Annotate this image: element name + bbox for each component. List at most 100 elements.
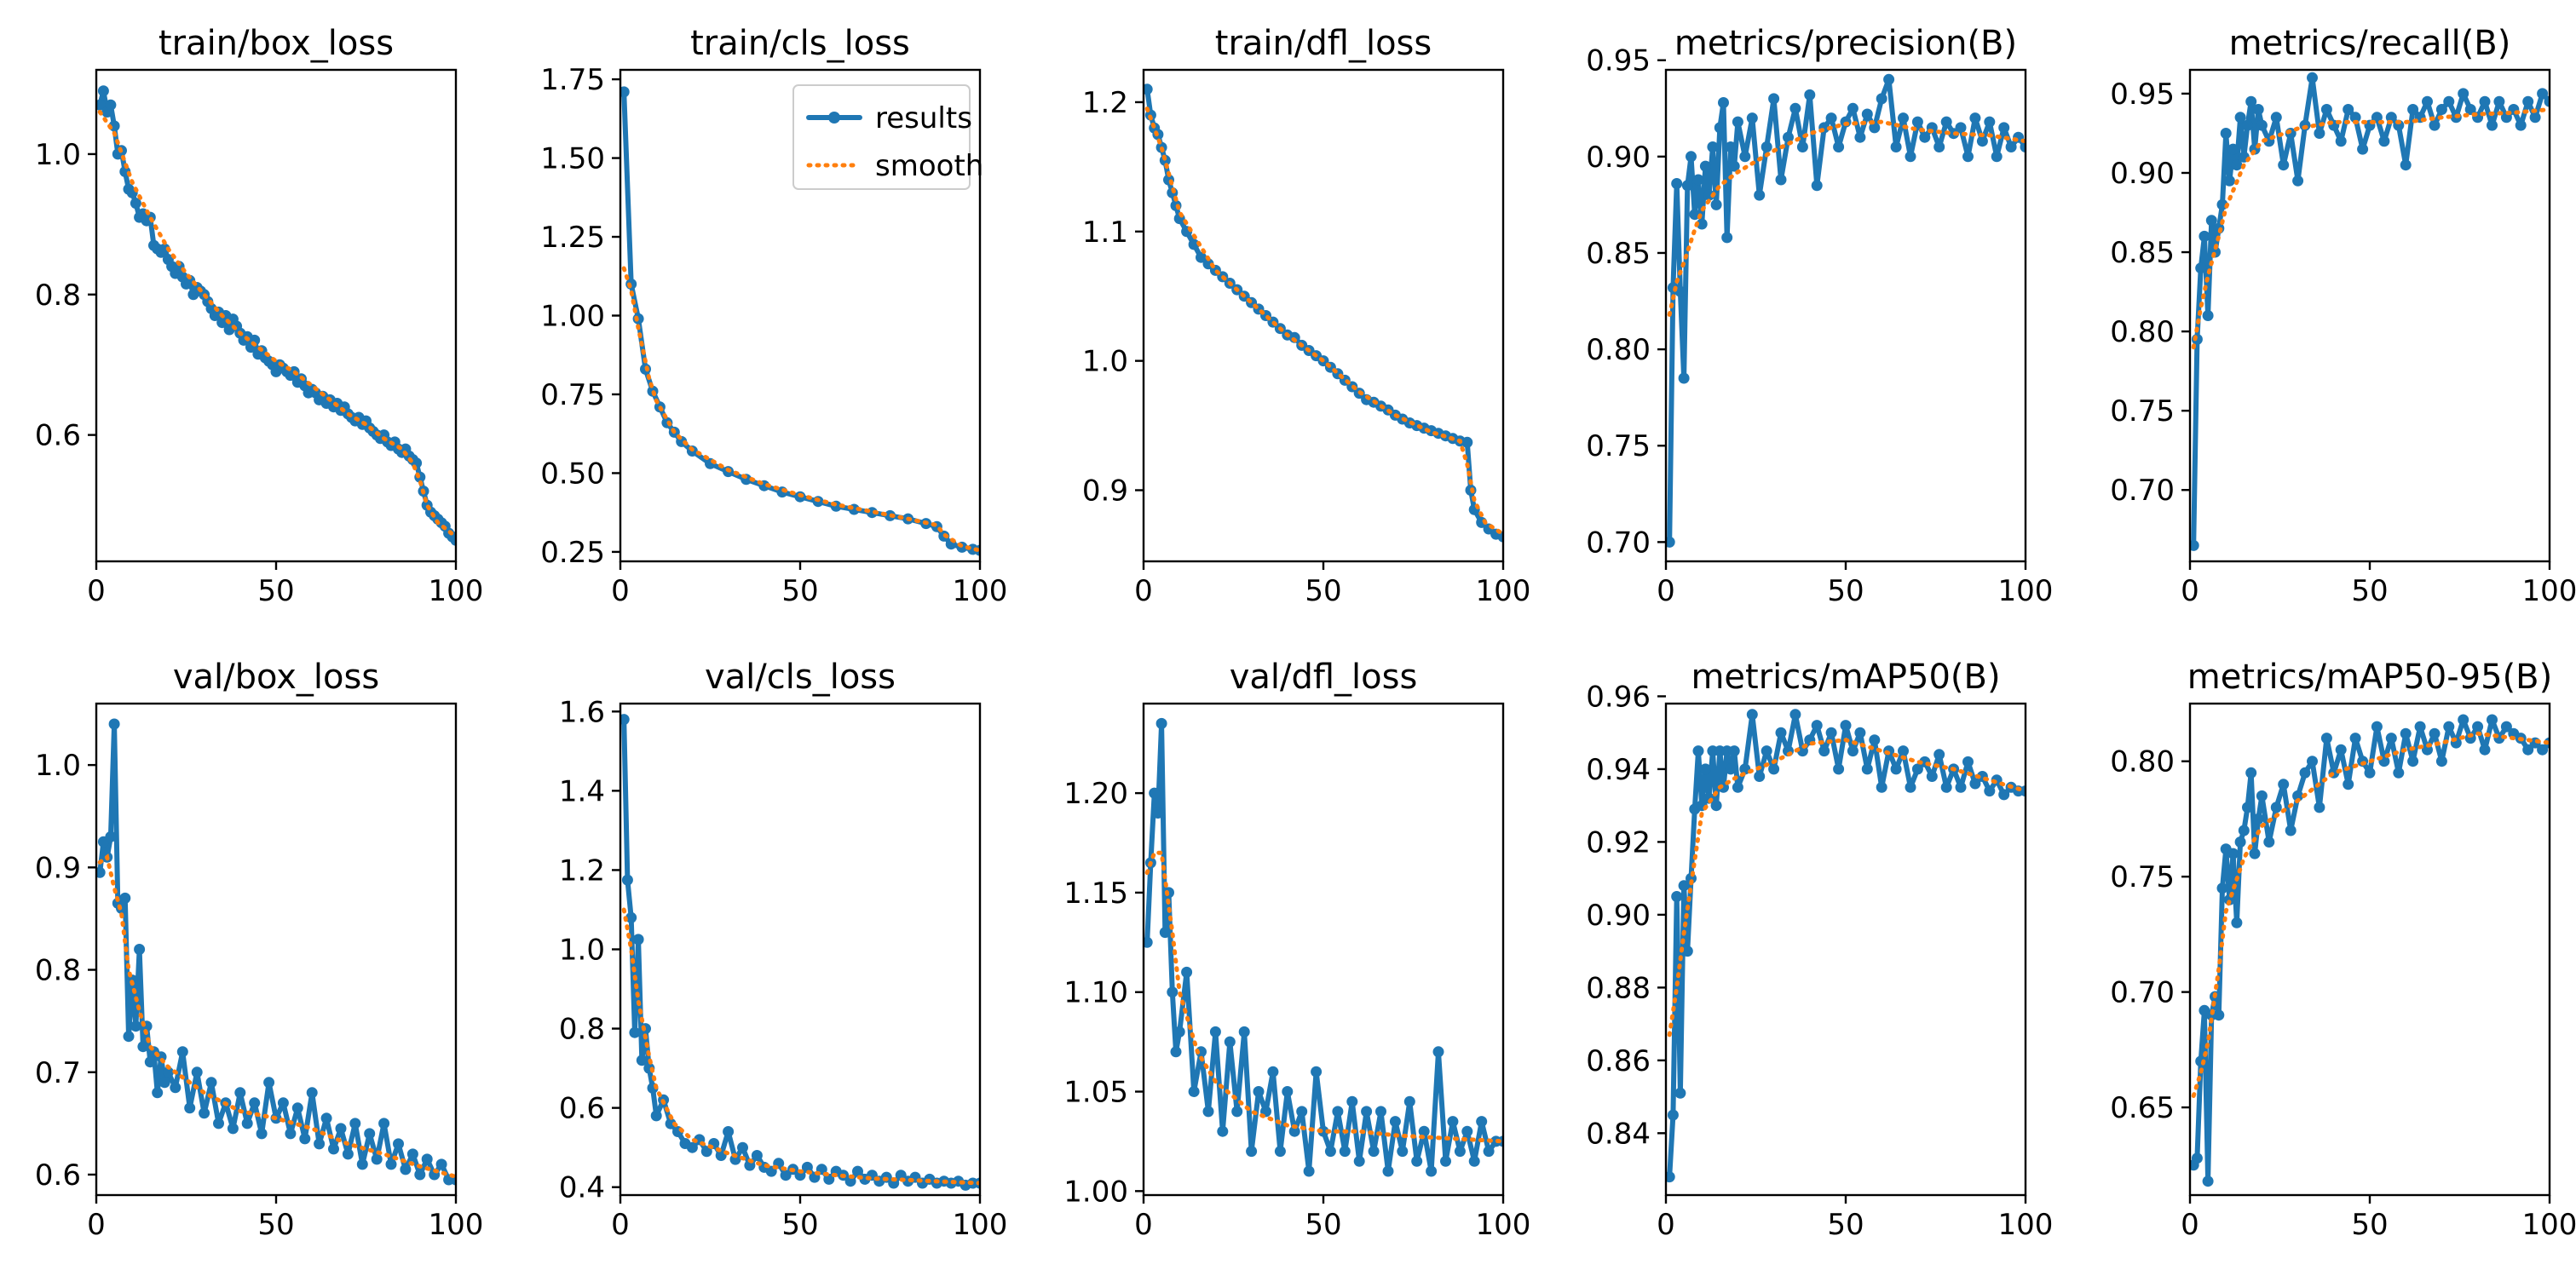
results-point <box>249 1097 261 1109</box>
results-point <box>1775 727 1787 739</box>
x-tick-label: 100 <box>2522 1208 2576 1242</box>
results-point <box>1246 1146 1258 1158</box>
results-point <box>320 1112 332 1124</box>
results-point <box>1209 1026 1221 1037</box>
results-point <box>2357 143 2369 155</box>
results-point <box>1468 1155 1480 1167</box>
results-point <box>1811 180 1823 192</box>
results-point <box>2487 119 2498 131</box>
results-point <box>378 1118 390 1129</box>
results-point <box>2522 95 2534 107</box>
plot-area <box>620 86 980 556</box>
subplot-metrics-map50-95-b: metrics/mAP50-95(B) 0 50 100 0.65 0.70 0.75 0.8… <box>2110 658 2576 1242</box>
results-point <box>371 1153 383 1165</box>
results-point <box>1911 116 1923 128</box>
x-tick-label: 0 <box>2181 574 2199 608</box>
results-point <box>1426 1165 1438 1177</box>
results-point <box>1170 1046 1182 1058</box>
results-point <box>2292 790 2304 802</box>
subplot-title: train/cls_loss <box>690 24 910 63</box>
axes-frame <box>1142 68 1505 563</box>
y-tick-label: 1.2 <box>1082 86 1128 120</box>
results-point <box>364 1128 376 1140</box>
results-point <box>1368 1146 1380 1158</box>
x-tick-label: 0 <box>611 574 630 608</box>
y-tick-label: 0.50 <box>540 457 605 491</box>
results-point <box>2005 141 2017 152</box>
results-point <box>2216 882 2228 894</box>
results-point <box>170 1082 182 1094</box>
results-point <box>2242 119 2253 131</box>
results-point <box>1861 108 1873 120</box>
y-tick-label: 0.70 <box>2110 474 2175 508</box>
results-point <box>2202 1175 2214 1187</box>
results-point <box>1818 745 1830 757</box>
results-point <box>1854 727 1866 739</box>
results-point <box>256 1128 268 1140</box>
results-point <box>213 1118 224 1129</box>
results-point <box>2270 112 2282 124</box>
results-point <box>1919 131 1931 143</box>
results-point <box>1962 151 1974 163</box>
plot-area <box>1144 83 1503 543</box>
results-point <box>158 1077 170 1089</box>
results-point <box>1721 232 1733 244</box>
results-point <box>751 1150 763 1161</box>
results-point <box>1447 1116 1459 1128</box>
results-point <box>314 1138 326 1150</box>
results-point <box>1678 372 1690 384</box>
results-point <box>96 99 106 111</box>
results-point <box>2429 119 2441 131</box>
results-point <box>176 1046 188 1058</box>
y-tick-label: 1.0 <box>559 934 605 968</box>
results-point <box>2500 721 2512 733</box>
results-point <box>1969 112 1981 124</box>
subplot-title: val/dfl_loss <box>1230 658 1418 697</box>
results-point <box>1847 102 1859 114</box>
y-tick-label: 0.7 <box>35 1056 81 1090</box>
results-point <box>1811 720 1823 732</box>
results-point <box>2307 756 2318 767</box>
smooth-series-line <box>2191 731 2550 1098</box>
y-tick-label: 0.90 <box>1586 899 1651 933</box>
results-point <box>97 85 109 97</box>
x-tick-label: 50 <box>257 1208 294 1242</box>
results-point <box>184 1102 196 1114</box>
subplot-title: train/box_loss <box>158 24 394 63</box>
results-point <box>1962 756 1974 767</box>
x-tick-label: 100 <box>953 1208 1008 1242</box>
results-point <box>2493 95 2505 107</box>
results-point <box>700 1146 712 1158</box>
y-tick-label: 0.6 <box>35 1158 81 1193</box>
results-point <box>335 1123 347 1135</box>
results-point <box>1761 141 1772 152</box>
y-tick-label: 1.00 <box>540 300 605 334</box>
results-point <box>1188 239 1200 250</box>
results-point <box>1869 734 1881 746</box>
results-point <box>1898 745 1909 757</box>
results-point <box>1681 946 1693 957</box>
smooth-series-line <box>621 266 980 553</box>
results-point <box>1940 116 1952 128</box>
results-series-line <box>2191 75 2550 549</box>
results-point <box>450 534 456 546</box>
results-point <box>1454 1146 1466 1158</box>
subplot-train-box-loss: train/box_loss 0 50 100 0.6 0.8 1.0 <box>35 24 484 608</box>
y-tick-label: 1.05 <box>1063 1076 1128 1110</box>
y-tick-label: 0.96 <box>1586 680 1651 714</box>
x-tick-label: 100 <box>1476 574 1531 608</box>
results-point <box>1224 1036 1236 1048</box>
results-point <box>1686 151 1697 163</box>
results-point <box>1796 141 1808 152</box>
results-point <box>2458 88 2469 100</box>
results-point <box>1497 531 1503 543</box>
y-tick-label: 0.75 <box>540 378 605 412</box>
subplot-val-dfl-loss: val/dfl_loss 0 50 100 1.00 1.05 1.10 1.15 1.20 <box>1063 658 1530 1242</box>
results-point <box>1375 1106 1386 1118</box>
y-tick-label: 1.2 <box>559 854 605 888</box>
results-point <box>801 1161 813 1173</box>
results-point <box>2202 310 2214 321</box>
results-point <box>1984 785 1996 797</box>
results-point <box>349 1118 361 1129</box>
